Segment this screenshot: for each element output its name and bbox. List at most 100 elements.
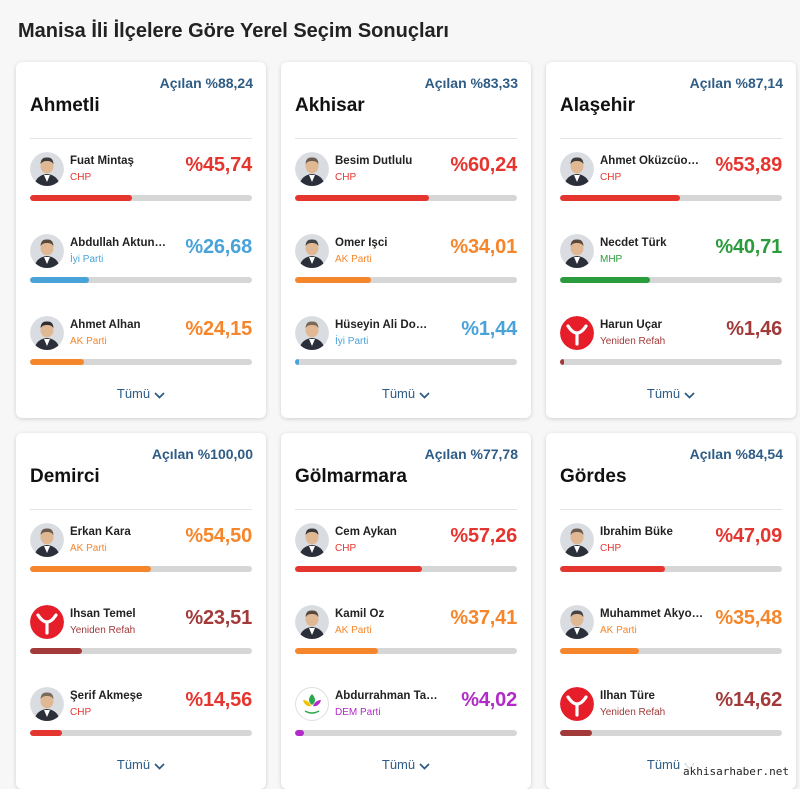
dem-parti-logo-icon	[295, 687, 329, 721]
show-all-button[interactable]: Tümü	[546, 386, 796, 402]
vote-bar-fill	[295, 195, 429, 201]
vote-bar-fill	[30, 195, 132, 201]
show-all-button[interactable]: Tümü	[281, 386, 531, 402]
party-name: Yeniden Refah	[600, 336, 666, 347]
vote-bar	[560, 648, 782, 654]
portrait-icon	[295, 605, 329, 639]
candidate-row: Ahmet Öküzcüoğ… CHP %53,89	[560, 152, 782, 222]
candidate-row: Muhammet Akyol… AK Parti %35,48	[560, 605, 782, 675]
party-name: CHP	[70, 172, 92, 183]
divider	[30, 509, 252, 510]
candidate-row: Hüseyin Ali Do… İyi Parti %1,44	[295, 316, 517, 386]
portrait-icon	[30, 523, 64, 557]
candidate-name: Abdurrahman Ta…	[335, 690, 438, 702]
vote-bar	[30, 277, 252, 283]
candidate-row: İlhan Türe Yeniden Refah %14,62	[560, 687, 782, 757]
vote-percentage: %54,50	[185, 525, 252, 547]
candidate-name: Ahmet Öküzcüoğ…	[600, 155, 704, 167]
candidate-name: Şerif Akmeşe	[70, 690, 143, 702]
district-card-demirci: Açılan %100,00 Demirci Erkan Kara AK Par…	[16, 433, 266, 789]
show-all-button[interactable]: Tümü	[16, 757, 266, 773]
portrait-icon	[30, 152, 64, 186]
show-all-button[interactable]: Tümü	[281, 757, 531, 773]
portrait-icon	[30, 234, 64, 268]
show-all-label: Tümü	[646, 757, 681, 772]
opened-ballot-ratio: Açılan %87,14	[689, 75, 783, 91]
vote-bar	[295, 648, 517, 654]
vote-bar-fill	[560, 648, 639, 654]
divider	[560, 509, 782, 510]
party-name: CHP	[70, 707, 92, 718]
party-name: CHP	[335, 543, 357, 554]
candidate-name: İlhan Türe	[600, 690, 655, 702]
candidate-row: Şerif Akmeşe CHP %14,56	[30, 687, 252, 757]
candidate-row: İbrahim Büke CHP %47,09	[560, 523, 782, 593]
party-name: AK Parti	[70, 543, 107, 554]
candidate-name: Necdet Türk	[600, 237, 667, 249]
vote-percentage: %47,09	[715, 525, 782, 547]
vote-bar-fill	[295, 359, 299, 365]
party-name: AK Parti	[70, 336, 107, 347]
vote-bar	[295, 359, 517, 365]
district-card-golmarmara: Açılan %77,78 Gölmarmara Cem Aykan CHP %…	[281, 433, 531, 789]
candidate-name: İbrahim Büke	[600, 526, 673, 538]
vote-bar	[295, 730, 517, 736]
candidate-name: İhsan Temel	[70, 608, 136, 620]
candidate-name: Ömer İşci	[335, 237, 388, 249]
vote-bar	[560, 195, 782, 201]
portrait-icon	[560, 234, 594, 268]
vote-bar-fill	[30, 277, 90, 283]
show-all-label: Tümü	[116, 386, 151, 401]
party-name: AK Parti	[335, 254, 372, 265]
portrait-icon	[295, 316, 329, 350]
show-all-button[interactable]: Tümü	[16, 386, 266, 402]
vote-bar	[295, 277, 517, 283]
vote-percentage: %35,48	[715, 607, 782, 629]
vote-percentage: %37,41	[450, 607, 517, 629]
candidate-row: Ömer İşci AK Parti %34,01	[295, 234, 517, 304]
district-card-ahmetli: Açılan %88,24 Ahmetli Fuat Mintaş CHP %4…	[16, 62, 266, 418]
opened-ballot-ratio: Açılan %83,33	[424, 75, 518, 91]
vote-bar	[30, 730, 252, 736]
candidate-name: Fuat Mintaş	[70, 155, 134, 167]
site-watermark: akhisarhaber.net	[680, 764, 792, 779]
district-grid: Açılan %88,24 Ahmetli Fuat Mintaş CHP %4…	[16, 62, 798, 789]
candidate-name: Hüseyin Ali Do…	[335, 319, 428, 331]
party-name: MHP	[600, 254, 623, 265]
chevron-down-icon	[419, 758, 430, 773]
district-card-akhisar: Açılan %83,33 Akhisar Besim Dutlulu CHP …	[281, 62, 531, 418]
chevron-down-icon	[419, 387, 430, 402]
vote-percentage: %1,44	[461, 318, 517, 340]
candidate-name: Cem Aykan	[335, 526, 397, 538]
party-name: İyi Parti	[335, 336, 369, 347]
vote-bar	[560, 566, 782, 572]
portrait-icon	[295, 523, 329, 557]
show-all-label: Tümü	[381, 757, 416, 772]
district-name: Akhisar	[295, 95, 365, 116]
portrait-icon	[560, 152, 594, 186]
vote-bar-fill	[30, 359, 84, 365]
vote-bar	[30, 359, 252, 365]
candidate-name: Erkan Kara	[70, 526, 131, 538]
page-title: Manisa İli İlçelere Göre Yerel Seçim Son…	[18, 20, 449, 42]
opened-ballot-ratio: Açılan %100,00	[151, 446, 253, 462]
portrait-icon	[295, 152, 329, 186]
vote-percentage: %26,68	[185, 236, 252, 258]
vote-bar-fill	[30, 566, 151, 572]
party-name: AK Parti	[335, 625, 372, 636]
candidate-row: İhsan Temel Yeniden Refah %23,51	[30, 605, 252, 675]
candidate-name: Abdullah Aktun…	[70, 237, 167, 249]
district-name: Alaşehir	[560, 95, 635, 116]
candidate-row: Fuat Mintaş CHP %45,74	[30, 152, 252, 222]
party-name: İyi Parti	[70, 254, 104, 265]
vote-percentage: %4,02	[461, 689, 517, 711]
vote-bar-fill	[295, 648, 379, 654]
portrait-icon	[560, 605, 594, 639]
vote-bar	[560, 359, 782, 365]
portrait-icon	[560, 523, 594, 557]
chevron-down-icon	[684, 387, 695, 402]
party-name: DEM Parti	[335, 707, 381, 718]
candidate-name: Harun Uçar	[600, 319, 662, 331]
divider	[295, 509, 517, 510]
show-all-label: Tümü	[646, 386, 681, 401]
